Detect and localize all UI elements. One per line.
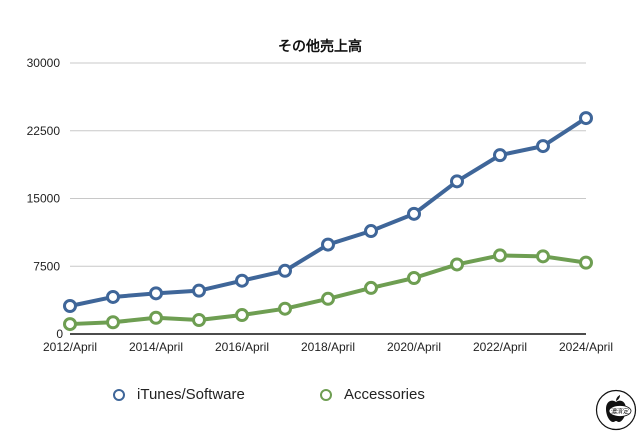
legend-label: Accessories [344, 386, 425, 403]
x-tick-label: 2024/April [559, 340, 613, 354]
series-lines [63, 111, 593, 332]
data-point-marker [192, 312, 206, 327]
x-axis-ticks: 2012/April 2014/April 2016/April 2018/April… [43, 340, 613, 354]
data-point-marker [235, 273, 249, 288]
x-tick-label: 2018/April [301, 340, 355, 354]
legend-item-itunes-software: iTunes/Software [113, 386, 245, 403]
data-point-marker [149, 310, 163, 325]
data-point-marker [235, 308, 249, 323]
data-point-marker [278, 263, 292, 278]
data-point-marker [536, 139, 550, 154]
legend-label: iTunes/Software [137, 386, 245, 403]
data-point-marker [536, 249, 550, 264]
data-point-marker [106, 315, 120, 330]
legend-marker-icon [320, 388, 332, 401]
svg-text:濃済定: 濃済定 [611, 408, 629, 416]
data-point-marker [278, 301, 292, 316]
series-itunes-software [63, 111, 593, 313]
y-tick-label: 7500 [33, 259, 60, 273]
x-tick-label: 2020/April [387, 340, 441, 354]
data-point-marker [364, 280, 378, 295]
data-point-marker [579, 111, 593, 126]
chart-title: その他売上高 [278, 39, 362, 55]
y-tick-label: 0 [56, 327, 63, 341]
data-point-marker [364, 224, 378, 239]
legend-item-accessories: Accessories [320, 386, 425, 403]
apple-logo-stamp-icon: 濃済定 [595, 389, 637, 431]
legend-marker-icon [113, 388, 125, 401]
series-accessories [63, 248, 593, 332]
data-point-marker [493, 248, 507, 263]
y-tick-label: 30000 [27, 56, 61, 70]
data-point-marker [63, 317, 77, 332]
y-tick-label: 22500 [27, 124, 61, 138]
data-point-marker [192, 283, 206, 298]
plot-area: 0 7500 15000 22500 30000 2012/April 2014/Apri… [27, 56, 613, 354]
data-point-marker [63, 298, 77, 313]
data-point-marker [407, 270, 421, 285]
x-tick-label: 2014/April [129, 340, 183, 354]
data-point-marker [149, 286, 163, 301]
x-tick-label: 2022/April [473, 340, 527, 354]
data-point-marker [321, 237, 335, 252]
y-axis-ticks: 0 7500 15000 22500 30000 [27, 56, 64, 341]
data-point-marker [407, 206, 421, 221]
data-point-marker [493, 148, 507, 163]
gridlines [70, 62, 586, 267]
x-tick-label: 2012/April [43, 340, 97, 354]
data-point-marker [579, 255, 593, 270]
x-tick-label: 2016/April [215, 340, 269, 354]
data-point-marker [321, 291, 335, 306]
y-tick-label: 15000 [27, 192, 61, 206]
data-point-marker [106, 289, 120, 304]
data-point-marker [450, 257, 464, 272]
data-point-marker [450, 174, 464, 189]
